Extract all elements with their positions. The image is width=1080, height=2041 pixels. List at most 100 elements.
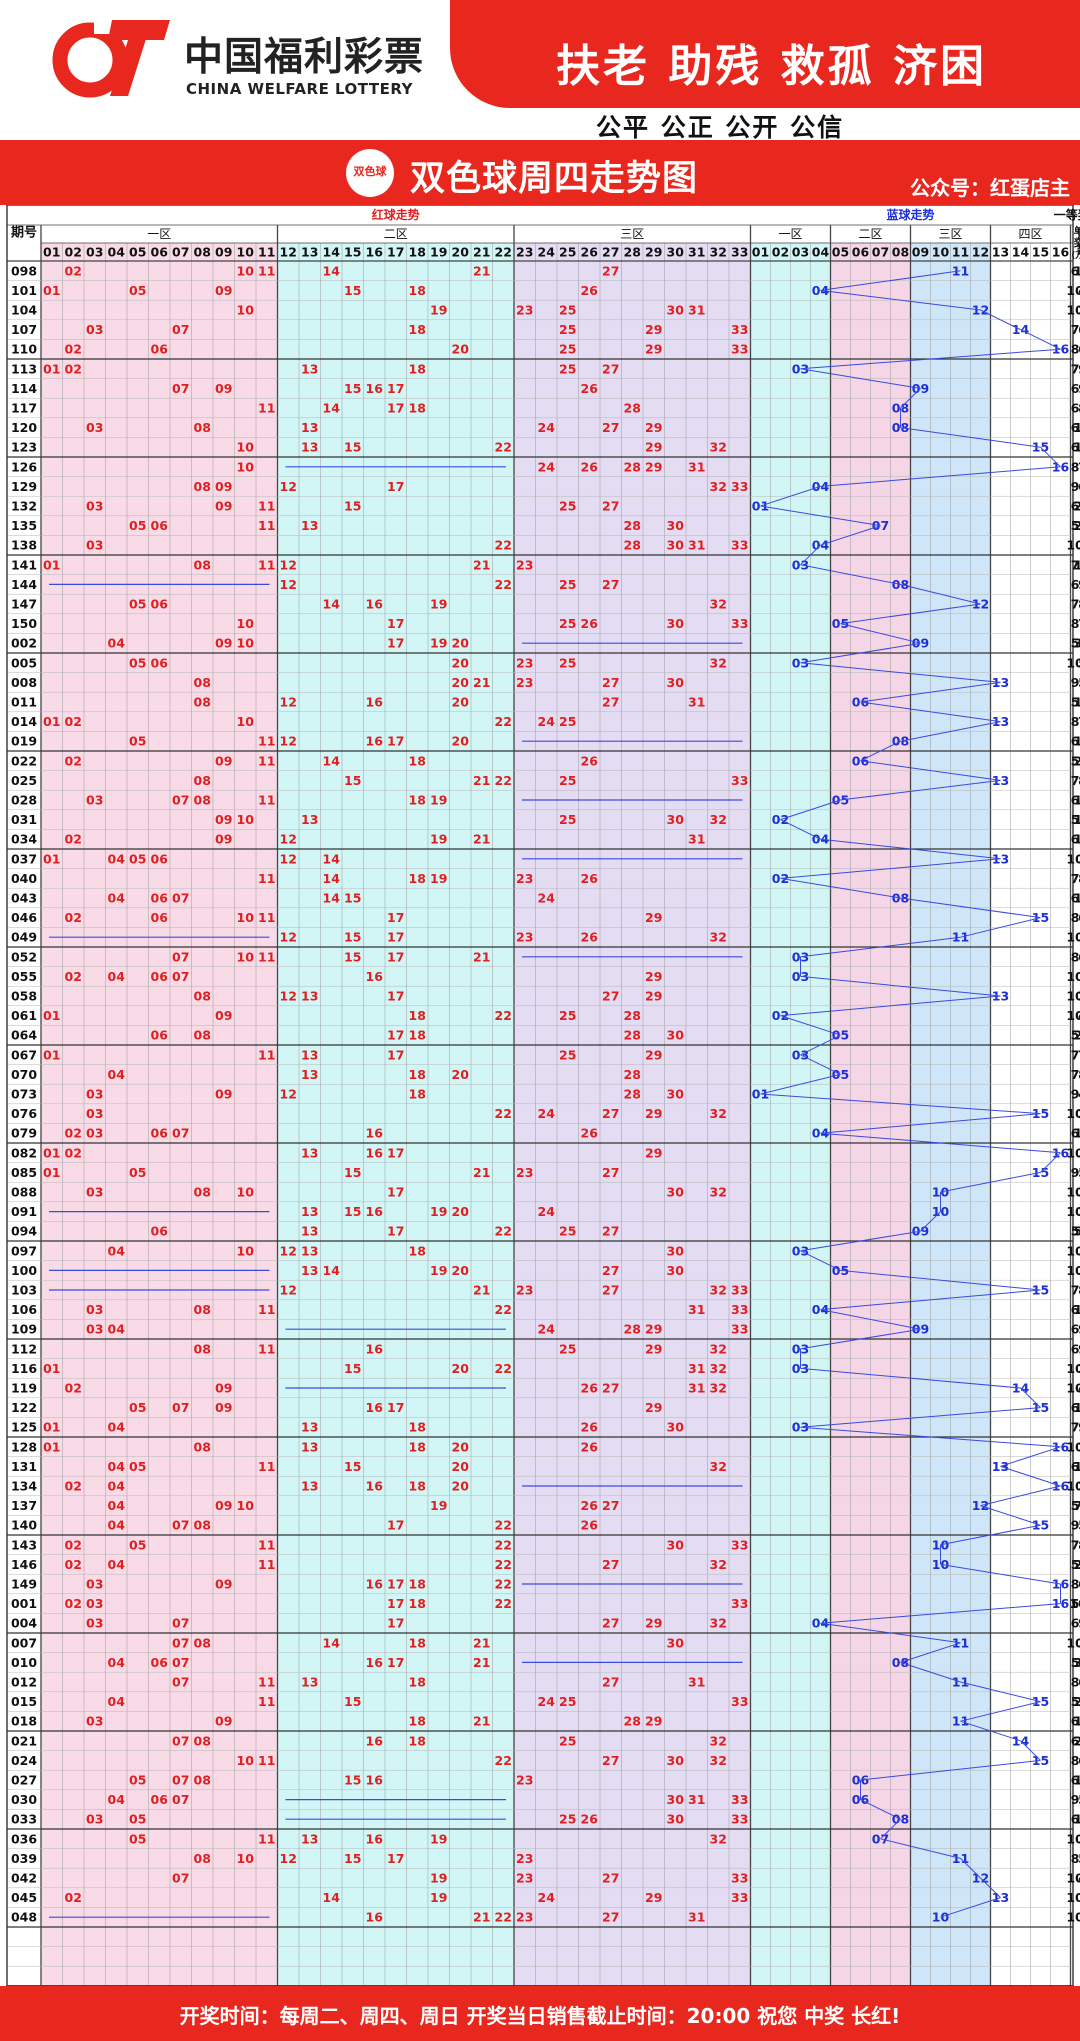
red-ball-number: 12	[280, 930, 297, 945]
prize-amount: 625	[1071, 734, 1080, 749]
red-ball-number: 03	[86, 1577, 103, 1592]
red-ball-number: 17	[387, 1616, 404, 1631]
red-ball-number: 22	[495, 440, 512, 455]
red-ball-number: 04	[108, 1518, 126, 1533]
red-ball-number: 31	[688, 1792, 705, 1807]
red-ball-number: 30	[667, 518, 685, 533]
red-ball-number: 17	[387, 1185, 404, 1200]
red-ball-number: 07	[172, 381, 189, 396]
header-red-panel	[450, 0, 1080, 108]
prize-amount: 647	[1071, 1459, 1080, 1474]
blue-trend-line	[940, 1563, 1061, 1585]
blue-number-header: 10	[932, 245, 950, 260]
red-ball-number: 32	[710, 1361, 727, 1376]
red-ball-number: 09	[215, 1400, 232, 1415]
blue-trend-line	[920, 1211, 941, 1232]
red-ball-number: 02	[65, 714, 82, 729]
issue-number: 012	[11, 1675, 37, 1690]
red-ball-number: 11	[258, 1675, 275, 1690]
red-ball-number: 26	[581, 1812, 599, 1827]
issue-number: 011	[11, 695, 37, 710]
red-ball-number: 12	[280, 989, 297, 1004]
issue-number: 039	[11, 1851, 37, 1866]
blue-trend-line	[940, 1171, 1041, 1193]
issue-number: 129	[11, 479, 37, 494]
red-ball-number: 18	[409, 283, 426, 298]
red-ball-number: 22	[495, 538, 512, 553]
red-ball-number: 29	[645, 989, 662, 1004]
red-ball-number: 29	[645, 1341, 662, 1356]
red-ball-number: 23	[516, 675, 533, 690]
issue-number: 019	[11, 734, 37, 749]
blue-trend-line	[860, 701, 1001, 723]
red-ball-number: 14	[323, 1263, 341, 1278]
red-ball-number: 16	[366, 381, 384, 396]
issue-number: 141	[11, 557, 37, 572]
red-ball-number: 23	[516, 930, 533, 945]
red-ball-number: 08	[194, 1341, 211, 1356]
red-number-header: 20	[452, 245, 470, 260]
red-ball-number: 12	[280, 557, 297, 572]
blue-trend-line	[780, 877, 901, 899]
prize-amount: 605	[1071, 420, 1080, 435]
red-ball-number: 11	[258, 753, 275, 768]
prize-amount: 534	[1071, 1655, 1080, 1670]
red-zone-label: 二区	[384, 227, 408, 241]
blue-trend-line	[860, 1799, 901, 1820]
red-ball-number: 25	[559, 1224, 576, 1239]
red-ball-number: 30	[667, 812, 685, 827]
prize-amount: 793	[1071, 1537, 1080, 1552]
issue-number: 107	[11, 322, 37, 337]
blue-trend-line	[960, 917, 1041, 938]
prize-amount: 639	[1071, 891, 1080, 906]
red-number-header: 05	[129, 245, 146, 260]
issue-number: 112	[11, 1341, 37, 1356]
blue-trend-line	[940, 1897, 1001, 1918]
blue-trend-line	[900, 1642, 961, 1663]
red-number-header: 21	[473, 245, 490, 260]
blue-trend-line	[960, 1701, 1041, 1722]
red-ball-number: 26	[581, 1126, 599, 1141]
slogan: 扶老 助残 救孤 济困	[556, 41, 987, 92]
winner-count: 3	[1078, 1185, 1080, 1200]
red-ball-number: 08	[194, 793, 211, 808]
issue-number: 122	[11, 1400, 37, 1415]
red-ball-number: 06	[151, 891, 169, 906]
red-ball-number: 09	[215, 499, 232, 514]
blue-number-header: 16	[1052, 245, 1070, 260]
prize-amount: 886	[1071, 1753, 1080, 1768]
red-ball-number: 03	[86, 1302, 103, 1317]
red-ball-number: 17	[387, 1400, 404, 1415]
red-ball-number: 11	[258, 1694, 275, 1709]
winner-count: 1	[1078, 1910, 1080, 1925]
red-ball-number: 08	[194, 1733, 211, 1748]
red-ball-number: 17	[387, 401, 404, 416]
issue-number: 015	[11, 1694, 37, 1709]
issue-number: 116	[11, 1361, 37, 1376]
red-ball-number: 28	[624, 401, 641, 416]
blue-trend-line	[1040, 1152, 1061, 1173]
red-ball-number: 29	[645, 342, 662, 357]
winner-count: 8	[1078, 773, 1080, 788]
red-ball-number: 02	[65, 753, 82, 768]
red-ball-number: 25	[559, 499, 576, 514]
prize-amount: 807	[1071, 616, 1080, 631]
red-ball-number: 23	[516, 655, 533, 670]
red-ball-number: 25	[559, 1733, 576, 1748]
prize-amount: 690	[1071, 1616, 1080, 1631]
red-ball-number: 03	[86, 1812, 103, 1827]
red-number-header: 28	[624, 245, 641, 260]
red-ball-number: 26	[581, 1518, 599, 1533]
red-ball-number: 23	[516, 1851, 533, 1866]
brand-name-cn: 中国福利彩票	[184, 35, 425, 80]
red-ball-number: 07	[172, 1635, 189, 1650]
red-ball-number: 22	[495, 1537, 512, 1552]
issue-number: 018	[11, 1714, 37, 1729]
blue-trend-line	[900, 583, 981, 605]
red-ball-number: 29	[645, 1047, 662, 1062]
red-ball-number: 05	[129, 1773, 146, 1788]
winner-count: 2	[1078, 1361, 1080, 1376]
